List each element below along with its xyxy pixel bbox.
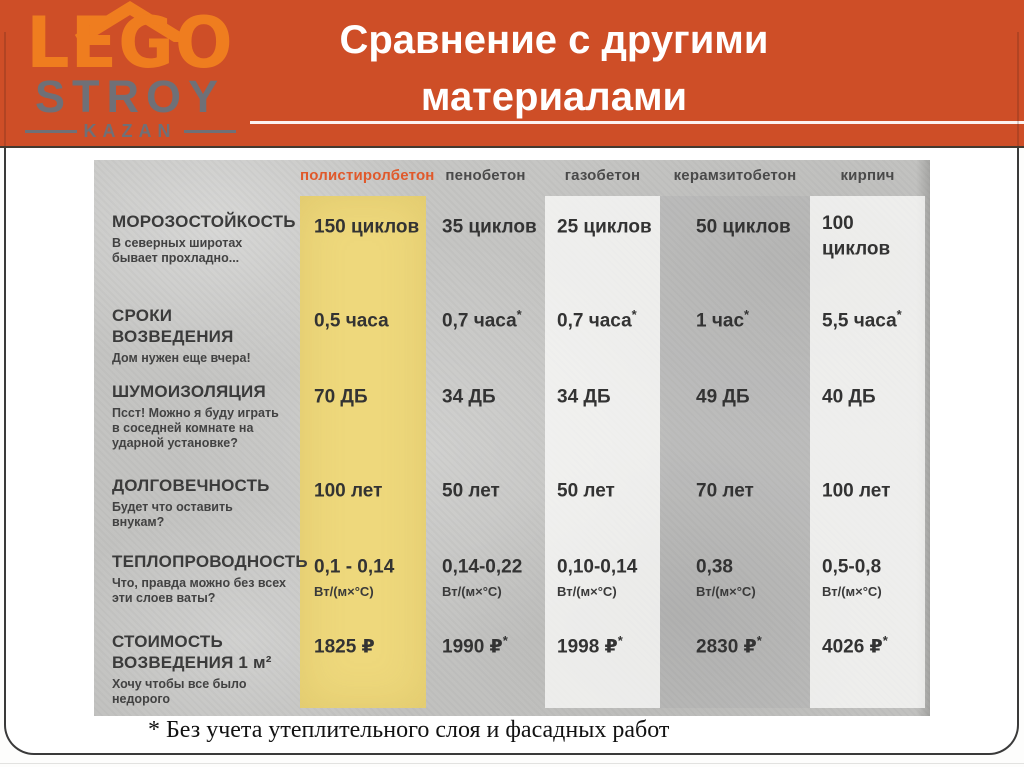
title-underline [250, 121, 1024, 124]
kazan-left-rule [24, 130, 77, 133]
column-header-keramzitobeton: керамзитобетон [673, 167, 797, 184]
table-row: ДОЛГОВЕЧНОСТЬ Будет что оставить внукам?… [94, 460, 930, 536]
column-header-spacer [94, 167, 300, 184]
table-cell: 50 лет [557, 480, 615, 502]
table-cell: 70 лет [696, 480, 754, 502]
column-header-gazobeton: газобетон [564, 167, 641, 184]
company-logo: LEGO STROY KAZAN [10, 0, 250, 146]
table-cell: 34 ДБ [442, 386, 496, 408]
table-cell: 0,1 - 0,14 Вт/(м×°С) [314, 556, 395, 600]
table-cell: 5,5 часа* [822, 307, 902, 332]
column-header-penobeton: пенобетон [445, 167, 526, 184]
logo-kazan-text: KAZAN [83, 121, 177, 141]
table-cell: 1 час* [696, 307, 750, 332]
table-cell: 100 лет [822, 480, 891, 502]
band-keramzit [660, 196, 810, 708]
table-cell: 0,10-0,14 Вт/(м×°С) [557, 556, 638, 600]
table-cell: 0,14-0,22 Вт/(м×°С) [442, 556, 523, 600]
table-cell: 35 циклов [442, 216, 537, 238]
table-cell: 2830 ₽* [696, 633, 762, 658]
table-row: СРОКИ ВОЗВЕДЕНИЯ Дом нужен еще вчера! 0,… [94, 290, 930, 366]
bottom-divider [0, 763, 1024, 764]
frame-edge-right [1017, 32, 1019, 146]
comparison-table: полистиролбетон пенобетон газобетон кера… [94, 160, 930, 716]
table-row: ТЕПЛОПРОВОДНОСТЬ Что, правда можно без в… [94, 536, 930, 616]
logo-word-stroy: STROY [34, 71, 226, 122]
frame-edge-left [4, 32, 6, 146]
logo-word-lego: LEGO [26, 2, 234, 85]
slide-title-line2: материалами [420, 75, 688, 119]
highlight-band-polystyrene [300, 196, 426, 708]
band-kirpich [810, 196, 925, 708]
table-column-headers: полистиролбетон пенобетон газобетон кера… [94, 167, 930, 184]
table-cell: 150 циклов [314, 216, 420, 238]
slide-header: LEGO STROY KAZAN Сравнение с другими мат… [0, 0, 1024, 148]
table-cell: 40 ДБ [822, 386, 876, 408]
table-row: ШУМОИЗОЛЯЦИЯ Псст! Можно я буду играть в… [94, 366, 930, 460]
table-cell: 1825 ₽ [314, 636, 375, 658]
slide-title-line1: Сравнение с другими [339, 18, 769, 62]
table-cell: 25 циклов [557, 216, 652, 238]
table-row: МОРОЗОСТОЙКОСТЬ В северных широтах бывае… [94, 196, 930, 290]
table-row: СТОИМОСТЬ ВОЗВЕДЕНИЯ 1 м² Хочу чтобы все… [94, 616, 930, 708]
table-cell: 0,5 часа [314, 310, 389, 332]
row-label-cost: СТОИМОСТЬ ВОЗВЕДЕНИЯ 1 м² Хочу чтобы все… [112, 632, 272, 706]
column-header-polystyrolbeton: полистиролбетон [300, 167, 435, 184]
kazan-right-rule [183, 130, 236, 133]
table-cell: 100 лет [314, 480, 383, 502]
table-cell: 0,7 часа* [442, 307, 522, 332]
table-rows: МОРОЗОСТОЙКОСТЬ В северных широтах бывае… [94, 196, 930, 708]
row-label-soundproof: ШУМОИЗОЛЯЦИЯ Псст! Можно я буду играть в… [112, 382, 279, 450]
row-label-speed: СРОКИ ВОЗВЕДЕНИЯ Дом нужен еще вчера! [112, 306, 251, 365]
table-cell: 49 ДБ [696, 386, 750, 408]
table-cell: 100 циклов [822, 213, 891, 260]
slide-title: Сравнение с другими материалами [258, 12, 850, 126]
table-cell: 70 ДБ [314, 386, 368, 408]
table-cell: 50 циклов [696, 216, 791, 238]
column-header-kirpich: кирпич [840, 167, 895, 184]
row-label-frost: МОРОЗОСТОЙКОСТЬ В северных широтах бывае… [112, 212, 296, 265]
table-cell: 0,38 Вт/(м×°С) [696, 556, 756, 600]
table-cell: 1990 ₽* [442, 633, 508, 658]
footnote: * Без учета утеплительного слоя и фасадн… [148, 717, 670, 743]
band-gazobeton [545, 196, 660, 708]
roof-icon [74, 0, 186, 42]
row-label-thermal: ТЕПЛОПРОВОДНОСТЬ Что, правда можно без в… [112, 552, 308, 605]
table-cell: 34 ДБ [557, 386, 611, 408]
table-cell: 4026 ₽* [822, 633, 888, 658]
table-cell: 0,5-0,8 Вт/(м×°С) [822, 556, 882, 600]
table-cell: 0,7 часа* [557, 307, 637, 332]
row-label-durability: ДОЛГОВЕЧНОСТЬ Будет что оставить внукам? [112, 476, 270, 529]
logo-word-kazan: KAZAN [10, 121, 250, 142]
table-cell: 1998 ₽* [557, 633, 623, 658]
table-cell: 50 лет [442, 480, 500, 502]
